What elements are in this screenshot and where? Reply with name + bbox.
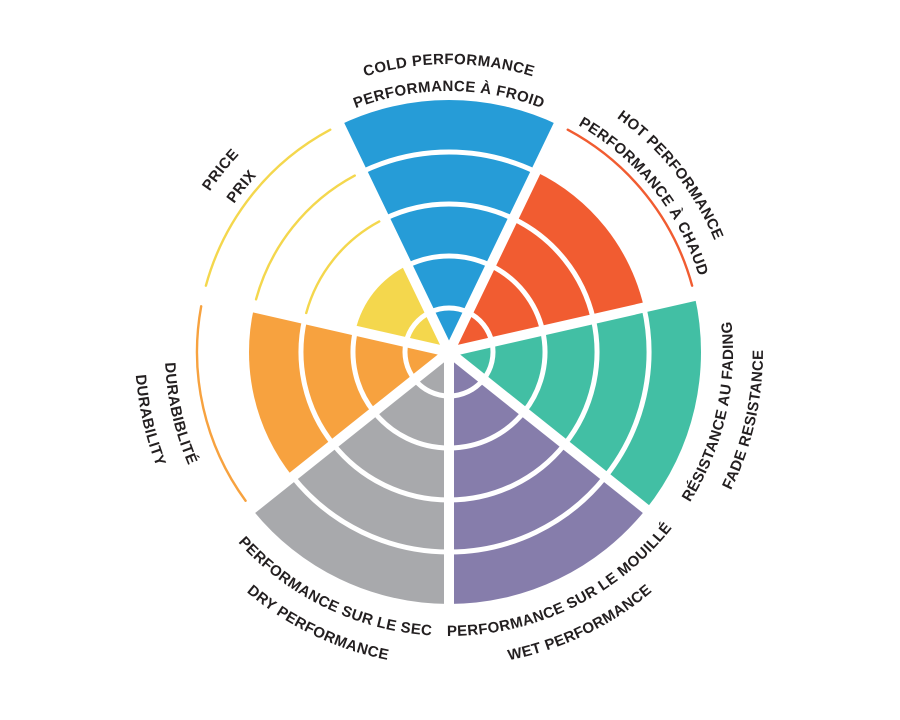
- sector-gap-line: [445, 348, 654, 517]
- sector-gap-line: [196, 289, 451, 357]
- ring-separator: [448, 410, 527, 451]
- ring-separator: [562, 318, 600, 446]
- sector-gap-line: [244, 348, 453, 517]
- ring-separator: [383, 201, 515, 221]
- rating-scale-arc-hot-performance: [566, 128, 694, 287]
- sector-gap-line: [332, 117, 454, 355]
- ring-separator: [290, 475, 450, 555]
- sector-label-price-fr: PRIX: [223, 167, 259, 206]
- sector-fill-cold-performance: [339, 100, 559, 352]
- sector-gap-line: [444, 117, 566, 355]
- sector-fill-price: [355, 265, 449, 352]
- ring-separator: [448, 442, 567, 503]
- ring-separator: [361, 149, 537, 175]
- ring-separator: [448, 475, 608, 555]
- sector-fill-hot-performance: [449, 171, 644, 352]
- ring-separator: [298, 318, 336, 446]
- ring-separator: [406, 253, 492, 268]
- rating-scale-arc-price: [254, 174, 356, 301]
- sector-dry-performance: [251, 352, 450, 604]
- rating-scale-arc-price: [204, 128, 332, 287]
- sector-wet-performance: [448, 352, 647, 604]
- sector-gap-line: [447, 289, 702, 357]
- ring-separator: [522, 330, 548, 414]
- ring-separator: [603, 306, 652, 479]
- ring-separator: [371, 410, 450, 451]
- sector-price: [204, 128, 449, 352]
- sector-fill-dry-performance: [251, 352, 449, 604]
- rating-scale-arc-price: [305, 220, 381, 315]
- rating-scale-arc-durability: [195, 305, 247, 502]
- sector-label-durability-fr: DURABIBLITÉ: [161, 362, 200, 467]
- sector-fill-fade-resistance: [449, 295, 701, 510]
- ring-separator: [350, 330, 376, 414]
- sector-hot-performance: [449, 128, 694, 352]
- ring-separator: [489, 263, 546, 332]
- hub: [438, 341, 460, 363]
- sector-durability: [195, 305, 449, 502]
- sector-cold-performance: [339, 100, 559, 352]
- ring-separator: [331, 442, 450, 503]
- sector-fill-wet-performance: [449, 352, 647, 604]
- sector-label-hot-performance-en: HOT PERFORMANCE: [614, 107, 726, 242]
- ring-separator: [512, 216, 596, 320]
- sector-label-cold-performance-en: COLD PERFORMANCE: [361, 51, 536, 80]
